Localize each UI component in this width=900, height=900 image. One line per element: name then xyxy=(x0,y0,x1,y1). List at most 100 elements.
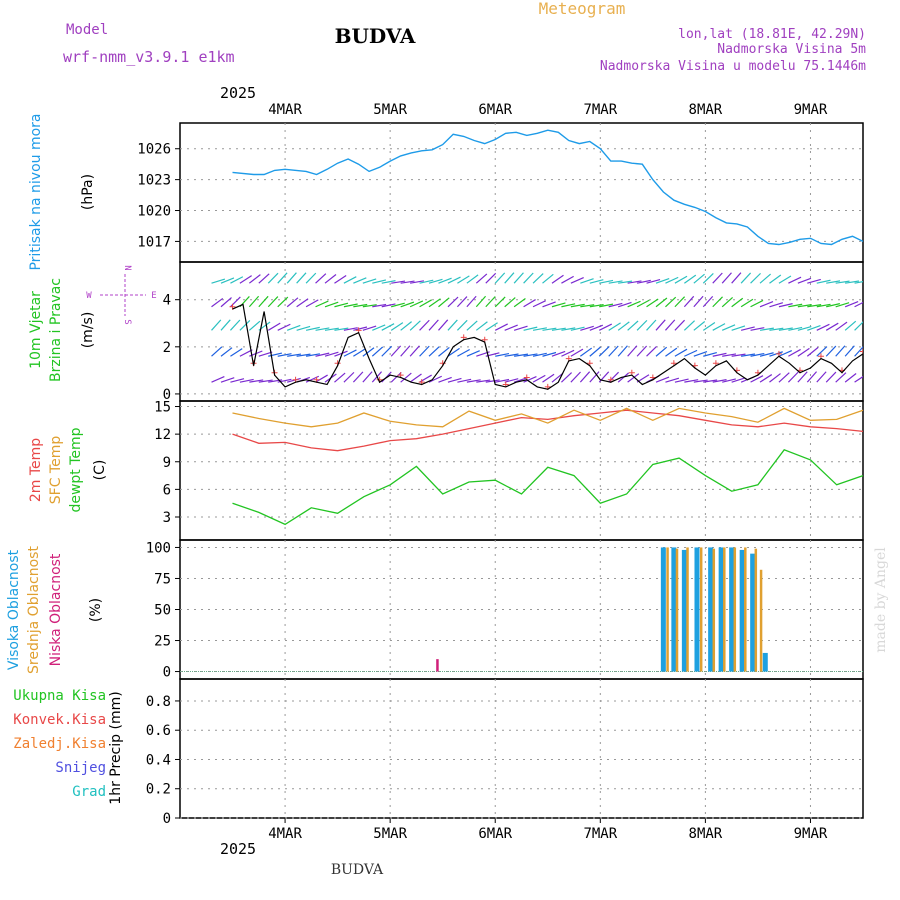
wind-arrow xyxy=(617,345,628,357)
compass-w: W xyxy=(86,291,92,301)
model-elevation-text: Nadmorska Visina u modelu 75.1446m xyxy=(600,59,866,74)
wind-arrow xyxy=(211,297,224,308)
wind-arrow xyxy=(854,375,863,383)
wind-arrow xyxy=(684,349,698,357)
wind-arrow xyxy=(683,295,695,308)
y-tick-label: 1020 xyxy=(137,204,171,220)
wind-arrow xyxy=(239,349,253,357)
wind-arrow xyxy=(731,353,746,357)
wind-arrow xyxy=(665,377,680,383)
wind-arrow xyxy=(655,376,670,383)
wind-arrow xyxy=(693,379,708,383)
cloud-bar xyxy=(694,547,700,672)
wind-arrow xyxy=(220,319,231,331)
wind-arrow xyxy=(381,345,393,357)
cloud-bar xyxy=(754,548,758,672)
wind-arrow xyxy=(447,319,458,331)
wind-arrow xyxy=(381,280,396,284)
wind-arrow xyxy=(230,296,241,308)
x-tick-label-top: 4MAR xyxy=(268,102,302,118)
wind-arrow xyxy=(674,378,689,383)
wind-arrow xyxy=(532,327,547,331)
wind-arrow xyxy=(277,323,291,331)
wind-arrow xyxy=(466,379,481,383)
wind-arrow xyxy=(561,349,575,357)
cloud-bar xyxy=(681,549,687,672)
wind-arrow xyxy=(248,274,261,284)
wind-arrow xyxy=(315,352,330,357)
wind-arrow xyxy=(797,371,808,383)
wind-arrow xyxy=(617,301,632,308)
y-tick-label: 50 xyxy=(154,603,171,619)
wind-arrow xyxy=(211,319,222,331)
wind-arrow xyxy=(769,274,782,284)
wind-arrow xyxy=(249,379,264,383)
wind-arrow xyxy=(844,345,855,357)
wind-arrow xyxy=(334,302,349,308)
x-tick-label-bottom: 4MAR xyxy=(268,826,302,842)
y-tick-label: 4 xyxy=(163,293,171,309)
x-tick-label-bottom: 8MAR xyxy=(689,826,723,842)
wind-arrow xyxy=(353,303,368,308)
x-tick-label-bottom: 6MAR xyxy=(478,826,512,842)
wind-arrow xyxy=(826,303,841,308)
wind-arrow xyxy=(409,300,424,308)
wind-arrow xyxy=(674,275,688,284)
wind-arrow xyxy=(854,346,863,357)
elevation-text: Nadmorska Visina 5m xyxy=(717,42,866,57)
wind-arrow xyxy=(806,371,817,383)
wind-arrow xyxy=(570,348,584,357)
wind-arrow xyxy=(542,327,557,331)
wind-arrow xyxy=(305,299,319,308)
wind-arrow xyxy=(655,319,666,331)
wind-arrow xyxy=(797,304,812,308)
wind-arrow xyxy=(305,272,317,284)
cloud-bar xyxy=(718,547,724,672)
wind-arrow xyxy=(296,272,307,284)
wind-arrow xyxy=(239,378,254,383)
wind-arrow xyxy=(305,353,320,357)
wind-arrow xyxy=(523,299,536,308)
wind-arrow xyxy=(352,371,364,383)
wind-arrow xyxy=(627,373,640,383)
wind-arrow xyxy=(447,296,459,308)
year-top: 2025 xyxy=(220,84,256,102)
wind-arrow xyxy=(542,351,557,357)
wind-arrow xyxy=(721,324,736,331)
wind-arrow xyxy=(267,272,279,284)
wind-arrow xyxy=(741,353,756,357)
wind-arrow xyxy=(532,374,546,383)
wind-arrow xyxy=(353,348,366,357)
wind-arrow xyxy=(513,272,524,284)
wind-arrow xyxy=(759,374,773,383)
wind-arrow xyxy=(721,272,732,284)
wind-arrow xyxy=(599,279,614,284)
wind-arrow xyxy=(248,295,260,308)
wind-arrows xyxy=(211,272,863,390)
y-tick-label: 0 xyxy=(163,811,171,827)
wind-arrow xyxy=(740,272,752,284)
wind-arrow xyxy=(362,371,373,383)
wind-arrow xyxy=(589,346,601,357)
wind-arrow xyxy=(400,372,412,383)
wind-arrow xyxy=(523,326,538,331)
y-tick-label: 9 xyxy=(163,455,171,471)
wind-arrow xyxy=(561,275,574,284)
wind-arrow xyxy=(220,377,235,383)
wind-arrow xyxy=(315,273,327,284)
wind-arrow xyxy=(580,278,594,284)
wind-arrow xyxy=(825,371,837,383)
wind-arrow xyxy=(400,345,411,357)
compass-n: N xyxy=(122,265,132,270)
wind-arrow xyxy=(712,296,723,308)
wind-arrow xyxy=(447,347,460,357)
model-name: wrf-nmm_v3.9.1 e1km xyxy=(63,48,235,66)
wind-arrow xyxy=(475,295,487,308)
wind-arrow xyxy=(561,372,573,383)
wind-arrow xyxy=(750,327,765,331)
cloud-bar xyxy=(762,652,768,672)
wind-arrow xyxy=(589,371,600,383)
wind-arrow xyxy=(220,347,233,357)
wind-arrow xyxy=(750,299,764,308)
wind-arrow xyxy=(693,350,708,357)
